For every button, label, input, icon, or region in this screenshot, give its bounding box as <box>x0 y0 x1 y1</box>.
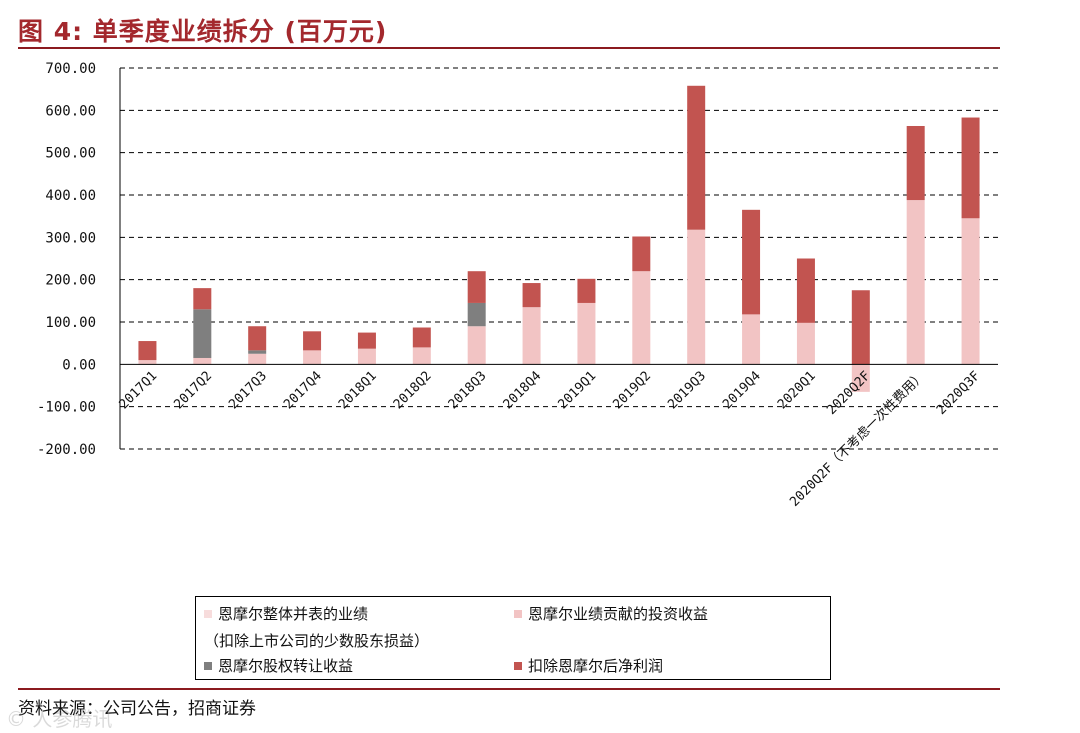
bar-segment <box>796 258 815 323</box>
chart-grid <box>120 67 998 450</box>
legend-label: 恩摩尔整体并表的业绩 （扣除上市公司的少数股东损益） <box>204 605 429 650</box>
x-tick-label: 2017Q4 <box>281 368 325 412</box>
legend-label-line: （扣除上市公司的少数股东损益） <box>204 632 430 650</box>
bar-segment <box>851 364 870 392</box>
x-axis: 2017Q1 2017Q2 2017Q3 2017Q4 2018Q1 2018Q2 2018… <box>116 363 998 510</box>
y-tick-label: -200.00 <box>37 442 96 458</box>
bar-segment <box>248 326 267 351</box>
x-tick-label: 2019Q3 <box>665 369 709 413</box>
bar-segment <box>906 125 925 201</box>
x-tick-label: 2018Q2 <box>391 369 435 413</box>
bar-segment <box>303 331 322 351</box>
legend-item-consolidated: 恩摩尔整体并表的业绩 （扣除上市公司的少数股东损益） <box>204 603 429 651</box>
chart-legend: 恩摩尔整体并表的业绩 （扣除上市公司的少数股东损益） 恩摩尔业绩贡献的投资收益 恩… <box>195 596 831 680</box>
bar-segment <box>303 350 322 365</box>
bar-segment <box>193 288 212 310</box>
y-tick-label: 0.00 <box>62 357 96 373</box>
bar-segment <box>851 290 870 365</box>
bar-segment <box>577 278 596 303</box>
stacked-bar-chart: -200.00 -100.00 0.00 100.00 200.00 300.00 400.… <box>37 61 998 510</box>
source-note: 资料来源：公司公告，招商证券 <box>18 699 256 719</box>
bar-segment <box>467 302 486 327</box>
x-tick-label: 2019Q1 <box>555 369 599 413</box>
legend-swatch <box>514 609 522 618</box>
bar-segment <box>357 332 376 349</box>
legend-item-investment-income: 恩摩尔业绩贡献的投资收益 <box>514 603 708 624</box>
legend-label: 扣除恩摩尔后净利润 <box>528 657 664 675</box>
bar-segment <box>687 229 706 365</box>
bar-segment <box>193 357 212 365</box>
x-tick-label: 2017Q2 <box>171 369 215 413</box>
y-tick-label: 600.00 <box>45 103 96 119</box>
y-tick-label: 200.00 <box>45 273 96 289</box>
legend-item-equity-transfer: 恩摩尔股权转让收益 <box>204 655 353 676</box>
bar-segment <box>248 350 267 354</box>
legend-label: 恩摩尔股权转让收益 <box>218 657 354 675</box>
y-axis: -200.00 -100.00 0.00 100.00 200.00 300.00 400.… <box>37 61 121 458</box>
bar-segment <box>796 322 815 365</box>
bar-segment <box>522 307 541 365</box>
bar-segment <box>193 309 212 358</box>
y-tick-label: 400.00 <box>45 188 96 204</box>
page-title: 图 4: 单季度业绩拆分 (百万元) <box>18 17 388 46</box>
legend-item-net-profit: 扣除恩摩尔后净利润 <box>514 655 663 676</box>
x-tick-label: 2017Q3 <box>226 369 270 413</box>
bar-segment <box>357 348 376 365</box>
bar-segment <box>742 314 761 365</box>
bar-segment <box>412 327 431 348</box>
title-divider <box>18 47 1000 49</box>
bar-segment <box>906 200 925 365</box>
x-tick-label: 2020Q1 <box>775 369 819 413</box>
bar-segment <box>961 218 980 365</box>
bar-group <box>138 85 980 392</box>
bar-segment <box>467 271 486 303</box>
y-tick-label: -100.00 <box>37 400 96 416</box>
x-tick-label: 2018Q1 <box>336 369 380 413</box>
x-tick-label: 2018Q4 <box>501 368 545 412</box>
bar-segment <box>577 302 596 365</box>
x-tick-label: 2020Q2F <box>824 368 873 417</box>
bar-segment <box>632 236 651 272</box>
y-tick-label: 100.00 <box>45 315 96 331</box>
watermark: © 人参腾讯 <box>6 707 113 731</box>
bar-segment <box>522 283 541 308</box>
y-tick-label: 700.00 <box>45 61 96 77</box>
legend-swatch <box>514 661 522 670</box>
legend-label: 恩摩尔业绩贡献的投资收益 <box>528 605 709 623</box>
footer-divider <box>18 688 1000 690</box>
bar-segment <box>687 85 706 230</box>
bar-segment <box>248 353 267 365</box>
bar-segment <box>961 117 980 219</box>
x-tick-label: 2018Q3 <box>446 369 490 413</box>
bar-segment <box>412 347 431 365</box>
bar-segment <box>138 360 157 365</box>
bar-segment <box>742 209 761 315</box>
x-tick-label: 2019Q4 <box>720 368 764 412</box>
legend-swatch <box>204 609 212 618</box>
bar-segment <box>632 271 651 365</box>
legend-label-line: 恩摩尔整体并表的业绩 <box>218 605 369 623</box>
legend-swatch <box>204 661 212 670</box>
y-tick-label: 500.00 <box>45 146 96 162</box>
bar-segment <box>138 341 157 361</box>
x-tick-label: 2019Q2 <box>610 369 654 413</box>
y-tick-label: 300.00 <box>45 230 96 246</box>
bar-segment <box>467 326 486 365</box>
x-tick-label: 2020Q3F <box>934 368 983 417</box>
x-tick-label: 2017Q1 <box>116 369 160 413</box>
